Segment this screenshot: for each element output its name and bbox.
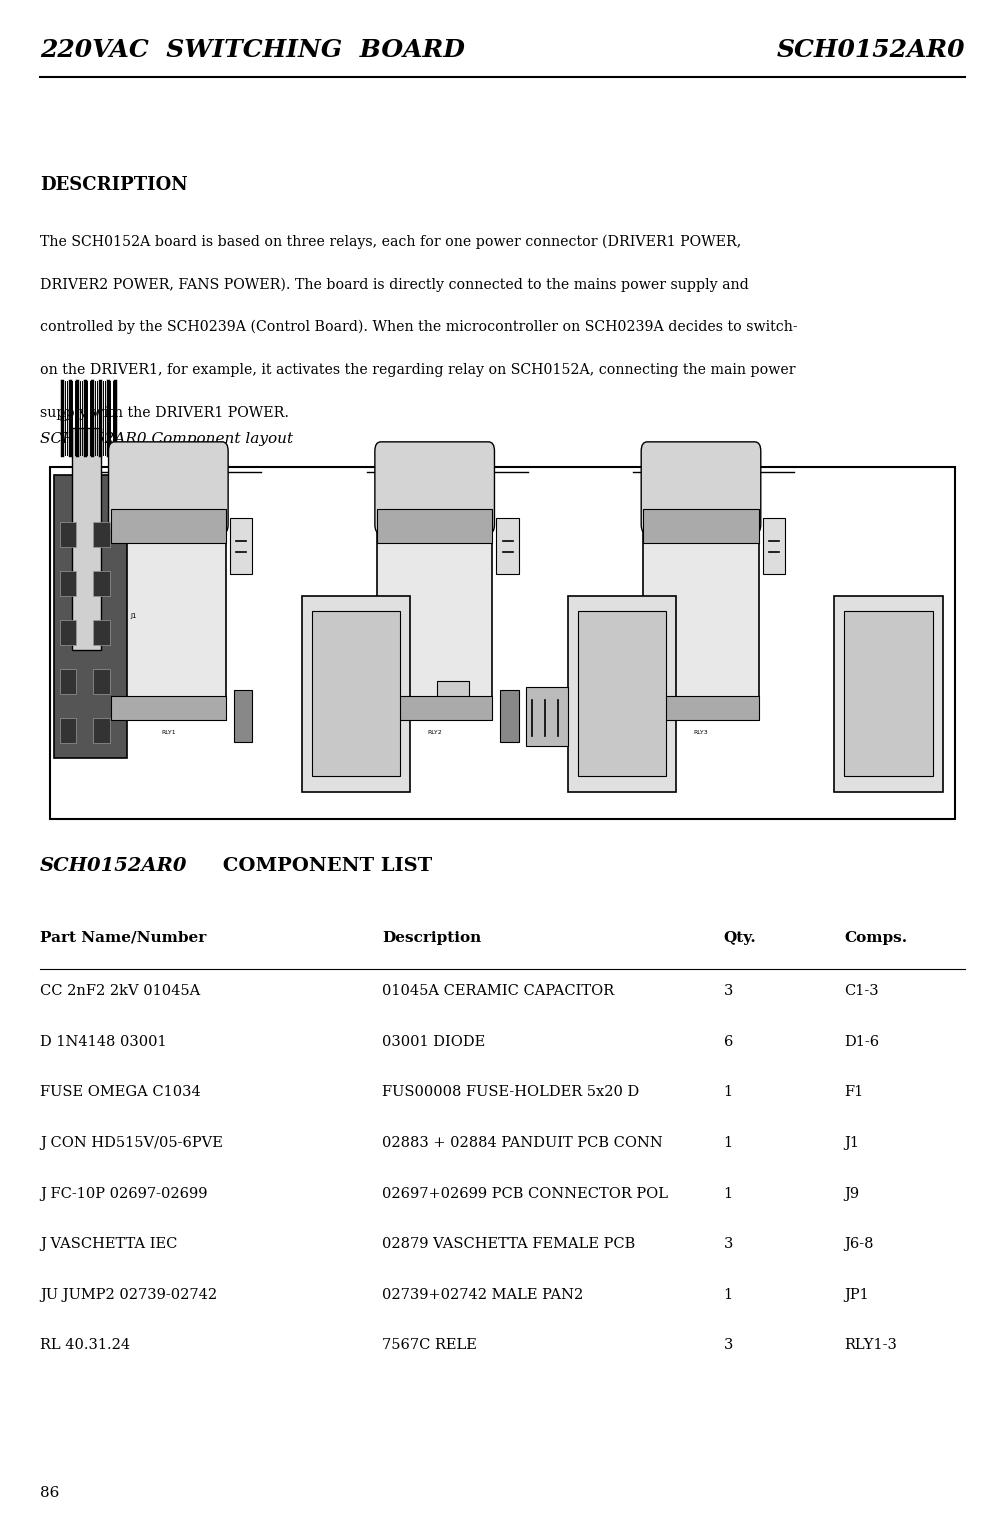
Text: 02697+02699 PCB CONNECTOR POL: 02697+02699 PCB CONNECTOR POL	[382, 1187, 668, 1200]
Text: RLY3: RLY3	[693, 730, 709, 735]
Text: CC 2nF2 2kV 01045A: CC 2nF2 2kV 01045A	[40, 984, 200, 998]
Text: Qty.: Qty.	[724, 931, 757, 945]
Bar	[111, 697, 226, 721]
Text: 1: 1	[724, 1187, 733, 1200]
Bar	[500, 689, 519, 741]
Text: F1: F1	[844, 1085, 863, 1099]
Text: supply with the DRIVER1 POWER.: supply with the DRIVER1 POWER.	[40, 406, 289, 419]
Text: RLY2: RLY2	[427, 730, 442, 735]
Bar	[643, 697, 759, 721]
Text: 02883 + 02884 PANDUIT PCB CONN: 02883 + 02884 PANDUIT PCB CONN	[382, 1136, 662, 1150]
Bar	[60, 522, 76, 547]
Text: on the DRIVER1, for example, it activates the regarding relay on SCH0152A, conne: on the DRIVER1, for example, it activate…	[40, 363, 796, 377]
Text: 03001 DIODE: 03001 DIODE	[382, 1035, 485, 1049]
Text: F1: F1	[60, 416, 68, 423]
Bar	[72, 429, 101, 651]
Text: 3: 3	[724, 1338, 733, 1352]
Text: 1: 1	[724, 1136, 733, 1150]
Bar	[302, 596, 410, 792]
Bar	[568, 596, 676, 792]
FancyBboxPatch shape	[109, 442, 228, 534]
Text: 220VAC  SWITCHING  BOARD: 220VAC SWITCHING BOARD	[40, 38, 465, 63]
Text: J CON HD515V/05-6PVE: J CON HD515V/05-6PVE	[40, 1136, 223, 1150]
Text: JP1: JP1	[844, 1288, 869, 1301]
Text: J1: J1	[131, 614, 137, 619]
Text: SCH0152AR0 Component layout: SCH0152AR0 Component layout	[40, 432, 293, 446]
Text: 86: 86	[40, 1487, 59, 1500]
Text: RL 40.31.24: RL 40.31.24	[40, 1338, 131, 1352]
Text: controlled by the SCH0239A (Control Board). When the microcontroller on SCH0239A: controlled by the SCH0239A (Control Boar…	[40, 320, 798, 334]
Text: Description: Description	[382, 931, 481, 945]
Bar	[496, 519, 519, 574]
FancyBboxPatch shape	[641, 442, 761, 534]
Text: RLY1-3: RLY1-3	[844, 1338, 897, 1352]
Bar	[618, 689, 636, 741]
Bar	[60, 669, 76, 694]
Text: JU JUMP2 02739-02742: JU JUMP2 02739-02742	[40, 1288, 217, 1301]
Bar	[54, 475, 127, 758]
Text: Comps.: Comps.	[844, 931, 908, 945]
Text: DRIVER2 POWER, FANS POWER). The board is directly connected to the mains power s: DRIVER2 POWER, FANS POWER). The board is…	[40, 277, 749, 291]
Text: The SCH0152A board is based on three relays, each for one power connector (DRIVE: The SCH0152A board is based on three rel…	[40, 234, 742, 248]
Bar	[377, 510, 492, 544]
Bar	[93, 718, 110, 743]
Bar	[643, 510, 759, 721]
FancyBboxPatch shape	[375, 442, 494, 534]
Text: RLY1: RLY1	[161, 730, 176, 735]
Text: 02879 VASCHETTA FEMALE PCB: 02879 VASCHETTA FEMALE PCB	[382, 1237, 635, 1251]
Bar	[834, 596, 943, 792]
Text: FUSE OMEGA C1034: FUSE OMEGA C1034	[40, 1085, 201, 1099]
Bar	[111, 510, 226, 544]
Text: 3: 3	[724, 1237, 733, 1251]
Bar	[60, 718, 76, 743]
Text: SCH0152AR0: SCH0152AR0	[776, 38, 965, 63]
Text: 1: 1	[724, 1288, 733, 1301]
Bar	[312, 611, 400, 776]
Bar	[844, 611, 933, 776]
Bar	[643, 510, 759, 544]
Text: COMPONENT LIST: COMPONENT LIST	[216, 857, 432, 876]
Bar	[93, 522, 110, 547]
Text: SCH0152AR0: SCH0152AR0	[40, 857, 188, 876]
Text: 6: 6	[724, 1035, 733, 1049]
Text: FUS00008 FUSE-HOLDER 5x20 D: FUS00008 FUSE-HOLDER 5x20 D	[382, 1085, 639, 1099]
Bar	[93, 620, 110, 645]
Text: 1: 1	[724, 1085, 733, 1099]
Text: 02739+02742 MALE PAN2: 02739+02742 MALE PAN2	[382, 1288, 583, 1301]
Bar	[60, 620, 76, 645]
Text: J FC-10P 02697-02699: J FC-10P 02697-02699	[40, 1187, 208, 1200]
Bar	[526, 687, 568, 746]
Bar	[377, 697, 492, 721]
Bar	[50, 467, 955, 819]
Text: C1-3: C1-3	[844, 984, 878, 998]
Bar	[93, 571, 110, 596]
Text: D 1N4148 03001: D 1N4148 03001	[40, 1035, 167, 1049]
Bar	[230, 519, 252, 574]
Text: J9: J9	[844, 1187, 859, 1200]
Text: J1: J1	[844, 1136, 859, 1150]
Bar	[60, 571, 76, 596]
Bar	[93, 669, 110, 694]
Bar	[377, 510, 492, 721]
Text: J6-8: J6-8	[844, 1237, 873, 1251]
Bar	[352, 689, 370, 741]
Bar	[763, 519, 785, 574]
Bar	[578, 611, 666, 776]
Bar	[437, 681, 469, 715]
Text: 7567C RELE: 7567C RELE	[382, 1338, 476, 1352]
Text: DESCRIPTION: DESCRIPTION	[40, 176, 188, 194]
Text: 01045A CERAMIC CAPACITOR: 01045A CERAMIC CAPACITOR	[382, 984, 614, 998]
Text: 3: 3	[724, 984, 733, 998]
Text: Part Name/Number: Part Name/Number	[40, 931, 206, 945]
Bar	[111, 510, 226, 721]
Text: J VASCHETTA IEC: J VASCHETTA IEC	[40, 1237, 178, 1251]
Text: D1-6: D1-6	[844, 1035, 879, 1049]
Bar	[234, 689, 252, 741]
